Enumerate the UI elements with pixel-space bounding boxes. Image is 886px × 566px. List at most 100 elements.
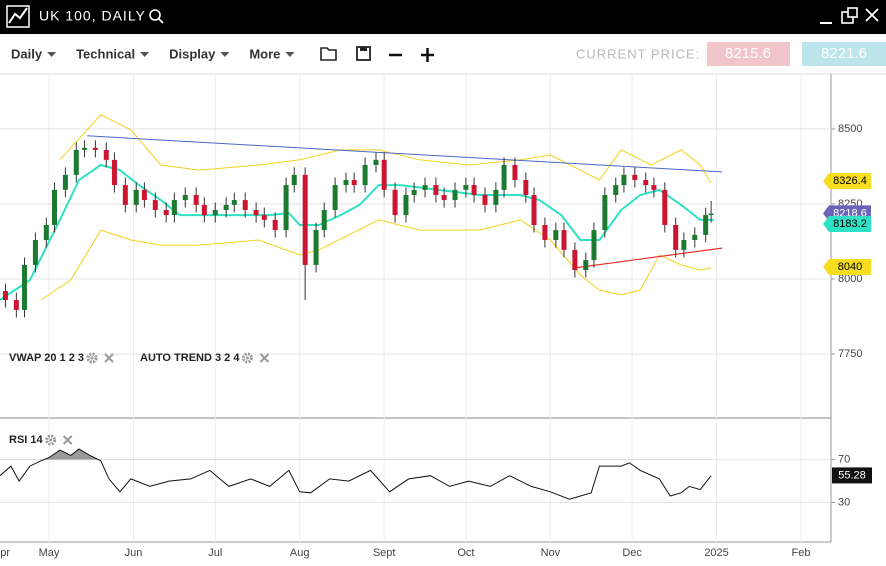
candle-body bbox=[561, 230, 567, 250]
price-label-box bbox=[823, 173, 871, 190]
candle-body bbox=[152, 200, 158, 210]
cross bbox=[104, 353, 114, 363]
candle-body bbox=[501, 164, 507, 190]
menu-button[interactable]: Daily bbox=[11, 46, 43, 61]
menu-caret bbox=[285, 52, 295, 57]
menu-button[interactable]: Display bbox=[169, 46, 216, 61]
candle-body bbox=[332, 185, 338, 210]
candle-body bbox=[261, 215, 267, 220]
candle-body bbox=[2, 291, 8, 301]
price-label-box bbox=[823, 216, 871, 233]
candle-body bbox=[542, 224, 548, 240]
x-tick-label: Jul bbox=[208, 547, 222, 559]
overbought-fill bbox=[43, 449, 99, 460]
x-tick-label: Apr bbox=[0, 547, 10, 559]
y-tick-label: 8500 bbox=[838, 123, 862, 135]
candle-body bbox=[381, 159, 387, 190]
settings-icon[interactable] bbox=[86, 352, 98, 364]
candle-body bbox=[193, 194, 199, 205]
candle-body bbox=[392, 189, 398, 216]
plot-area bbox=[0, 74, 831, 418]
x-tick-label: Sept bbox=[373, 547, 396, 559]
candle-body bbox=[32, 239, 38, 265]
popout-button[interactable] bbox=[841, 7, 858, 24]
price-label: 8326.4 bbox=[833, 175, 867, 187]
candle-body bbox=[531, 194, 537, 225]
candle-body bbox=[441, 194, 447, 201]
settings-icon[interactable] bbox=[241, 352, 253, 364]
candle-body bbox=[212, 209, 218, 216]
price-label: 8040 bbox=[838, 261, 862, 273]
candle-body bbox=[613, 185, 619, 195]
candle-body bbox=[51, 189, 57, 225]
close-button[interactable] bbox=[865, 8, 879, 22]
x-tick-label: Nov bbox=[541, 547, 561, 559]
candle-body bbox=[452, 189, 458, 201]
plot-area bbox=[0, 418, 831, 542]
candle-body bbox=[321, 209, 327, 231]
candle-body bbox=[493, 189, 499, 205]
buy-price: 8221.6 bbox=[821, 45, 867, 62]
candle-body bbox=[43, 224, 49, 240]
candle-body bbox=[463, 185, 469, 190]
candle-body bbox=[223, 204, 229, 210]
x-tick-label: May bbox=[39, 547, 60, 559]
menu-button[interactable]: Technical bbox=[76, 46, 135, 61]
candle-body bbox=[81, 147, 87, 150]
candle-body bbox=[403, 194, 409, 216]
candle-body bbox=[291, 174, 297, 186]
candle-body bbox=[343, 179, 349, 186]
candle-body bbox=[242, 200, 248, 210]
candle-body bbox=[362, 164, 368, 186]
candle-body bbox=[651, 185, 657, 190]
candle-body bbox=[92, 147, 98, 150]
remove-icon[interactable] bbox=[104, 353, 114, 363]
price-label-box bbox=[823, 259, 871, 276]
candle-body bbox=[681, 239, 687, 250]
candle-body bbox=[182, 194, 188, 201]
settings-icon[interactable] bbox=[45, 434, 57, 446]
candle-body bbox=[22, 264, 28, 310]
cross bbox=[259, 353, 270, 363]
buy-box[interactable] bbox=[802, 42, 886, 66]
candle-body bbox=[141, 189, 147, 201]
sell-box[interactable] bbox=[707, 42, 790, 66]
candle-body bbox=[673, 224, 679, 250]
gear bbox=[45, 434, 57, 446]
indicator-line bbox=[0, 448, 712, 500]
save-icon[interactable] bbox=[356, 46, 371, 61]
candle-body bbox=[313, 230, 319, 265]
sell-price: 8215.6 bbox=[725, 45, 771, 62]
y-tick-label: 8000 bbox=[838, 273, 862, 285]
candle-body bbox=[272, 219, 278, 231]
x-tick-label: Aug bbox=[290, 547, 310, 559]
candle-body bbox=[553, 230, 559, 240]
y-tick-label: 30 bbox=[838, 496, 850, 508]
candle-body bbox=[433, 185, 439, 195]
candle-body bbox=[111, 159, 117, 186]
candle-body bbox=[302, 174, 308, 265]
y-tick-label: 7750 bbox=[838, 348, 862, 360]
candle-body bbox=[422, 185, 428, 190]
candle-body bbox=[163, 209, 169, 216]
menu-button[interactable]: More bbox=[249, 46, 280, 61]
candle-body bbox=[201, 204, 207, 216]
zoom-in-button[interactable] bbox=[421, 48, 434, 62]
remove-icon[interactable] bbox=[62, 435, 73, 445]
candle-body bbox=[621, 174, 627, 186]
gear bbox=[86, 352, 98, 364]
candle-body bbox=[692, 234, 698, 240]
candle-body bbox=[231, 200, 237, 205]
candle-body bbox=[122, 185, 128, 205]
menu-caret bbox=[140, 52, 150, 57]
title-bar bbox=[0, 0, 886, 34]
folder-icon[interactable] bbox=[320, 47, 337, 61]
remove-icon[interactable] bbox=[259, 353, 270, 363]
search-icon[interactable] bbox=[149, 9, 164, 24]
candle-body bbox=[583, 260, 589, 271]
logo bbox=[6, 5, 30, 28]
candle-body bbox=[662, 189, 668, 225]
candle-body bbox=[13, 300, 19, 310]
menu-caret bbox=[220, 52, 230, 57]
